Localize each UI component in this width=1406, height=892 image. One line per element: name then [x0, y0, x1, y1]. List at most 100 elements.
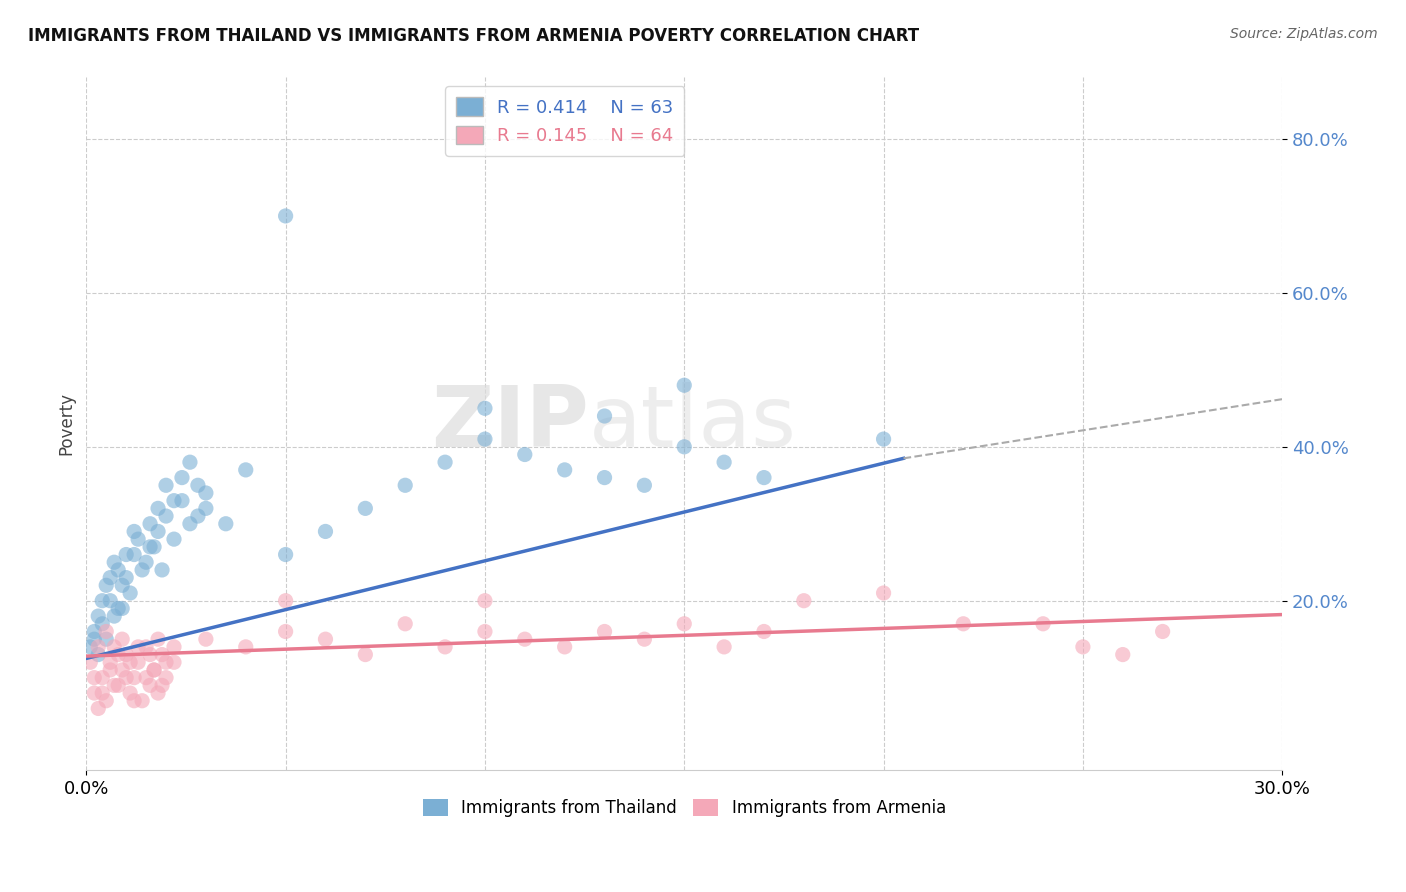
Point [131, 563, 153, 577]
Point [87, 648, 110, 662]
Point [150, 678, 173, 692]
Point [713, 455, 735, 469]
Point [83, 632, 105, 647]
Point [79, 655, 101, 669]
Point [1071, 640, 1094, 654]
Point [513, 448, 536, 462]
Point [673, 440, 696, 454]
Point [96, 632, 118, 647]
Point [155, 478, 177, 492]
Point [122, 548, 145, 562]
Point [673, 378, 696, 392]
Point [127, 532, 149, 546]
Point [91, 686, 114, 700]
Point [673, 616, 696, 631]
Point [554, 640, 576, 654]
Point [215, 516, 238, 531]
Point [98, 655, 121, 669]
Point [96, 624, 118, 639]
Point [150, 563, 173, 577]
Point [170, 470, 193, 484]
Point [87, 640, 110, 654]
Point [274, 624, 297, 639]
Point [139, 540, 162, 554]
Point [474, 593, 496, 607]
Point [103, 640, 125, 654]
Point [274, 593, 297, 607]
Point [314, 632, 336, 647]
Point [752, 470, 775, 484]
Y-axis label: Poverty: Poverty [58, 392, 75, 455]
Point [274, 548, 297, 562]
Point [120, 686, 142, 700]
Point [155, 671, 177, 685]
Point [98, 571, 121, 585]
Point [194, 501, 217, 516]
Point [122, 671, 145, 685]
Point [713, 640, 735, 654]
Point [146, 524, 169, 539]
Point [107, 678, 129, 692]
Point [143, 540, 166, 554]
Point [98, 663, 121, 677]
Point [474, 432, 496, 446]
Text: ZIP: ZIP [430, 382, 589, 466]
Point [135, 555, 157, 569]
Point [103, 609, 125, 624]
Point [354, 501, 377, 516]
Point [122, 524, 145, 539]
Text: IMMIGRANTS FROM THAILAND VS IMMIGRANTS FROM ARMENIA POVERTY CORRELATION CHART: IMMIGRANTS FROM THAILAND VS IMMIGRANTS F… [28, 27, 920, 45]
Point [1152, 624, 1174, 639]
Point [163, 640, 186, 654]
Point [474, 624, 496, 639]
Point [872, 432, 894, 446]
Point [146, 501, 169, 516]
Point [513, 632, 536, 647]
Point [952, 616, 974, 631]
Text: Source: ZipAtlas.com: Source: ZipAtlas.com [1230, 27, 1378, 41]
Point [155, 655, 177, 669]
Point [98, 593, 121, 607]
Point [91, 593, 114, 607]
Point [633, 478, 655, 492]
Point [111, 578, 134, 592]
Point [139, 516, 162, 531]
Legend: Immigrants from Thailand, Immigrants from Armenia: Immigrants from Thailand, Immigrants fro… [416, 792, 953, 824]
Point [83, 671, 105, 685]
Point [83, 686, 105, 700]
Point [91, 616, 114, 631]
Point [752, 624, 775, 639]
Point [103, 678, 125, 692]
Point [179, 516, 201, 531]
Point [1112, 648, 1135, 662]
Point [87, 701, 110, 715]
Text: atlas: atlas [589, 382, 797, 466]
Point [120, 655, 142, 669]
Point [434, 455, 457, 469]
Point [593, 624, 616, 639]
Point [194, 486, 217, 500]
Point [146, 632, 169, 647]
Point [474, 401, 496, 416]
Point [127, 640, 149, 654]
Point [1032, 616, 1054, 631]
Point [163, 655, 186, 669]
Point [107, 563, 129, 577]
Point [120, 586, 142, 600]
Point [135, 640, 157, 654]
Point [139, 648, 162, 662]
Point [593, 409, 616, 423]
Point [354, 648, 377, 662]
Point [91, 671, 114, 685]
Point [593, 470, 616, 484]
Point [633, 632, 655, 647]
Point [146, 686, 169, 700]
Point [235, 640, 257, 654]
Point [150, 648, 173, 662]
Point [96, 578, 118, 592]
Point [107, 648, 129, 662]
Point [79, 640, 101, 654]
Point [135, 671, 157, 685]
Point [235, 463, 257, 477]
Point [155, 509, 177, 524]
